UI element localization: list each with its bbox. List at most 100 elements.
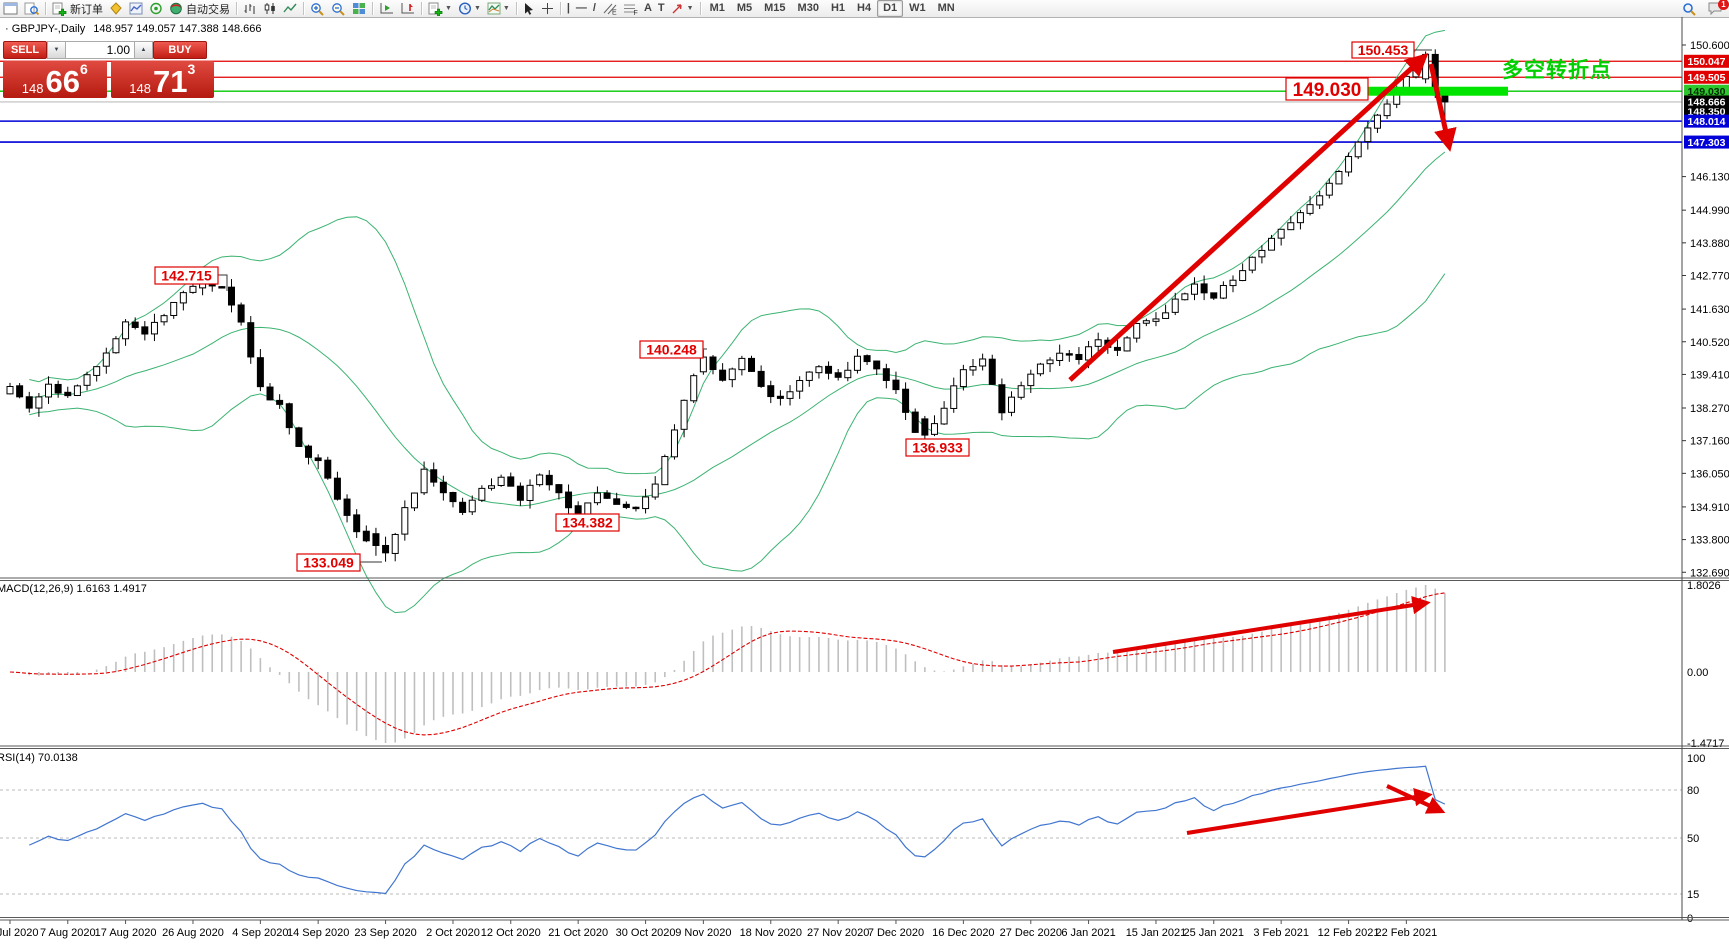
auto-trading-button[interactable]: 自动交易 [166,1,233,16]
svg-text:6 Jan 2021: 6 Jan 2021 [1061,927,1115,939]
rsi-panel [0,765,1682,895]
svg-text:3 Feb 2021: 3 Feb 2021 [1253,927,1309,939]
cursor-icon [523,2,535,15]
main-down-arrow[interactable] [1428,63,1457,152]
line-chart-button[interactable] [280,1,300,16]
trendline-tool[interactable]: / [592,2,596,14]
text-label-tool[interactable]: T [657,2,665,14]
market-watch-icon[interactable] [126,1,146,16]
buy-price-display[interactable]: 148 71 3 [110,61,214,98]
auto-scroll-button[interactable] [376,1,397,16]
arrows-tool[interactable]: ▼ [668,1,697,16]
svg-text:12 Feb 2021: 12 Feb 2021 [1318,927,1380,939]
zoom-out-button[interactable] [328,1,349,16]
metaeditor-icon-icon [109,2,123,15]
svg-text:140.520: 140.520 [1690,337,1729,349]
timeframe-button-w1[interactable]: W1 [909,2,926,14]
toolbar-separator [372,2,373,15]
indicators-icon [428,2,443,16]
chart-shift-button[interactable] [397,1,418,16]
tile-windows-button[interactable] [349,1,369,16]
candlestick-chart-icon [263,2,277,15]
candlestick-chart-button[interactable] [260,1,280,16]
timeframe-button-mn[interactable]: MN [937,2,955,14]
timeframe-button-m30[interactable]: M30 [797,2,819,14]
timeframe-button-m1[interactable]: M1 [709,2,725,14]
macd-trend-arrow[interactable] [1112,596,1431,654]
toolbar-separator [559,2,561,15]
metaeditor-icon[interactable] [106,1,126,16]
rsi-trend-arrow[interactable] [1186,788,1433,835]
tile-windows-icon [352,2,366,15]
timeframe-button-m15[interactable]: M15 [764,2,786,14]
vertical-line-tool[interactable]: | [566,2,570,14]
price-flag-149.030[interactable]: 149.030 [1285,77,1369,101]
svg-text:15 Jan 2021: 15 Jan 2021 [1126,927,1187,939]
price-flag-142.715[interactable]: 142.715 [154,266,228,291]
svg-text:144.990: 144.990 [1690,205,1729,217]
horizontal-line-tool[interactable]: — [575,2,587,14]
rsi-indicator-label: RSI(14) 70.0138 [0,752,78,764]
toolbar-separator [303,2,304,15]
svg-text:134.910: 134.910 [1690,502,1729,514]
templates-icon [487,2,501,15]
templates-button[interactable]: ▼ [484,1,513,16]
dropdown-arrow-icon[interactable]: ▼ [445,5,452,12]
rsi-axis-label: 80 [1687,785,1699,797]
price-flag-133.049[interactable]: 133.049 [296,553,382,572]
indicators-button[interactable]: ▼ [425,1,455,16]
market-watch-icon-icon [129,2,143,15]
cursor-tool-button[interactable] [520,1,538,16]
price-flag-150.453[interactable]: 150.453 [1351,41,1432,59]
timeframe-button-d1[interactable]: D1 [877,0,904,17]
svg-text:148.014: 148.014 [1688,116,1726,128]
timeframe-button-h1[interactable]: H1 [830,2,846,14]
chart-profiles-button[interactable] [21,1,42,16]
dropdown-arrow-icon[interactable]: ▼ [502,5,510,12]
sell-button[interactable]: SELL [3,41,47,59]
new-order-button[interactable]: 新订单 [49,1,106,16]
search-icon[interactable] [1679,1,1699,16]
price-flag-134.382[interactable]: 134.382 [555,513,620,532]
buy-button[interactable]: BUY [153,41,207,59]
svg-text:4 Sep 2020: 4 Sep 2020 [232,927,288,939]
timeframe-button-h4[interactable]: H4 [857,2,872,14]
price-flag-140.248[interactable]: 140.248 [639,340,707,359]
crosshair-icon [541,2,554,15]
crosshair-tool-button[interactable] [538,1,557,16]
volume-increase-button[interactable]: ▲ [134,41,153,59]
auto-trading-icon [169,2,183,15]
bar-chart-button[interactable] [240,1,260,16]
svg-text:136.050: 136.050 [1690,468,1729,480]
new-chart-button[interactable] [0,1,21,16]
chart-profiles-icon [24,2,39,15]
fibonacci-tool[interactable]: F [620,1,641,16]
rsi-axis-label: 15 [1687,889,1699,901]
volume-decrease-button[interactable]: ▼ [47,41,66,59]
main-up-trend-arrow[interactable] [1068,52,1429,382]
equidistant-channel-tool[interactable]: E [599,1,620,16]
volume-input[interactable] [66,41,134,59]
dropdown-arrow-icon[interactable]: ▼ [686,5,694,12]
notifications-icon[interactable]: 1 [1705,0,1729,16]
sell-price-display[interactable]: 148 66 6 [3,61,107,98]
signals-icon[interactable] [146,1,166,16]
svg-text:25 Jan 2021: 25 Jan 2021 [1183,927,1244,939]
svg-text:E: E [612,10,617,16]
zoom-in-button[interactable] [307,1,328,16]
price-flag-labels: 150.453 149.030 142.715 140.248 136.933 134.3… [154,41,1432,572]
svg-text:137.160: 137.160 [1690,436,1729,448]
svg-text:139.410: 139.410 [1690,369,1729,381]
price-badge-149.505: 149.505 [1684,70,1729,84]
text-tool[interactable]: A [643,2,652,14]
price-flag-136.933[interactable]: 136.933 [905,438,970,457]
rsi-down-arrow[interactable] [1386,784,1446,814]
timeframe-button-m5[interactable]: M5 [736,2,753,14]
svg-text:2 Oct 2020: 2 Oct 2020 [426,927,480,939]
macd-indicator-label: MACD(12,26,9) 1.6163 1.4917 [0,583,147,595]
equidistant-channel-icon: E [602,2,617,15]
svg-text:17 Aug 2020: 17 Aug 2020 [95,927,157,939]
dropdown-arrow-icon[interactable]: ▼ [473,5,481,12]
periods-button[interactable]: ▼ [455,1,484,16]
